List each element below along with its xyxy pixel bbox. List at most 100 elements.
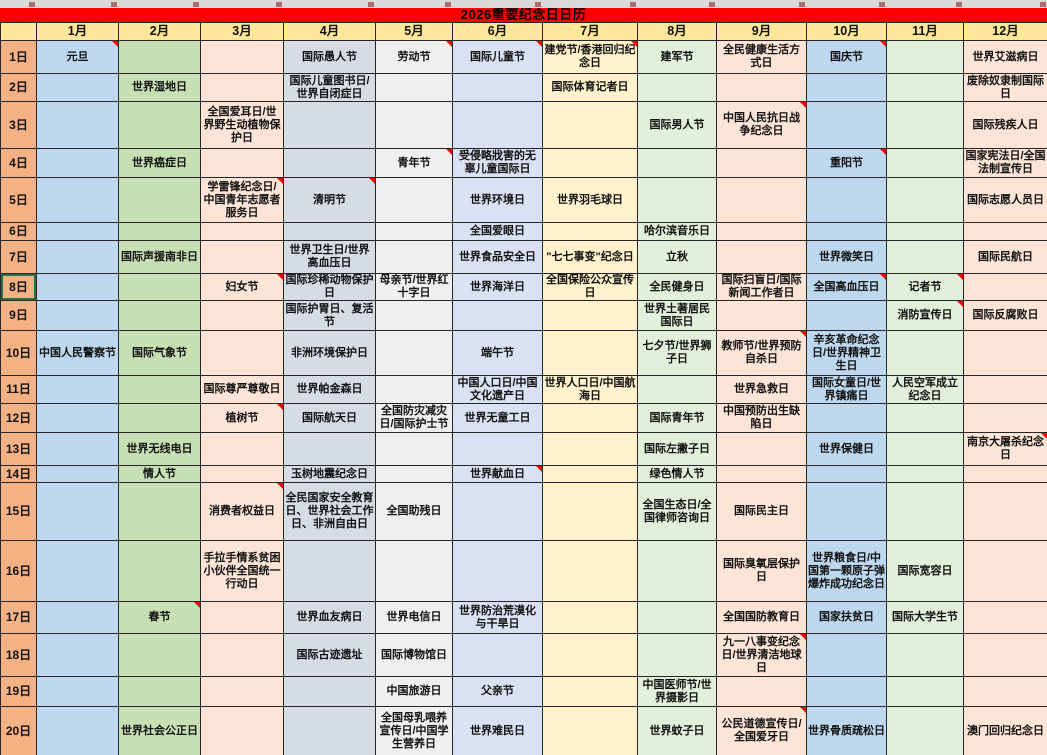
- cell-m1-d16[interactable]: [36, 540, 119, 602]
- cell-m2-d20[interactable]: 世界社会公正日: [118, 706, 201, 755]
- cell-m9-d20[interactable]: 公民道德宣传日/全国爱牙日: [716, 706, 807, 755]
- cell-m4-d9[interactable]: 国际护胃日、复活节: [283, 300, 376, 331]
- cell-m9-d10[interactable]: 教师节/世界预防自杀日: [716, 330, 807, 376]
- cell-m8-d18[interactable]: [637, 633, 717, 677]
- cell-m4-d18[interactable]: 国际古迹遗址: [283, 633, 376, 677]
- cell-m1-d1[interactable]: 元旦: [36, 40, 119, 74]
- cell-m4-d11[interactable]: 世界帕金森日: [283, 375, 376, 404]
- cell-m11-d20[interactable]: [886, 706, 964, 755]
- cell-m3-d19[interactable]: [200, 676, 284, 707]
- cell-m11-d14[interactable]: [886, 465, 964, 483]
- cell-m9-d18[interactable]: 九一八事变纪念日/世界清洁地球日: [716, 633, 807, 677]
- month-header-11[interactable]: 11月: [886, 22, 964, 41]
- cell-m12-d18[interactable]: [963, 633, 1047, 677]
- cell-m3-d16[interactable]: 手拉手情系贫困小伙伴全国统一行动日: [200, 540, 284, 602]
- day-label-16[interactable]: 16日: [0, 540, 37, 602]
- cell-m12-d3[interactable]: 国际残疾人日: [963, 101, 1047, 149]
- cell-m12-d5[interactable]: 国际志愿人员日: [963, 177, 1047, 223]
- cell-m2-d17[interactable]: 春节: [118, 601, 201, 634]
- cell-m7-d10[interactable]: [542, 330, 638, 376]
- cell-m12-d11[interactable]: [963, 375, 1047, 404]
- cell-m12-d10[interactable]: [963, 330, 1047, 376]
- cell-m8-d9[interactable]: 世界土著居民国际日: [637, 300, 717, 331]
- month-header-5[interactable]: 5月: [375, 22, 453, 41]
- cell-m6-d16[interactable]: [452, 540, 543, 602]
- cell-m3-d17[interactable]: [200, 601, 284, 634]
- cell-m2-d19[interactable]: [118, 676, 201, 707]
- cell-m10-d9[interactable]: [806, 300, 887, 331]
- cell-m5-d8[interactable]: 母亲节/世界红十字日: [375, 273, 453, 301]
- cell-m5-d7[interactable]: [375, 240, 453, 274]
- cell-m3-d10[interactable]: [200, 330, 284, 376]
- cell-m3-d1[interactable]: [200, 40, 284, 74]
- cell-m9-d14[interactable]: [716, 465, 807, 483]
- month-header-1[interactable]: 1月: [36, 22, 119, 41]
- cell-m5-d1[interactable]: 劳动节: [375, 40, 453, 74]
- day-label-2[interactable]: 2日: [0, 73, 37, 102]
- cell-m10-d7[interactable]: 世界微笑日: [806, 240, 887, 274]
- cell-m1-d9[interactable]: [36, 300, 119, 331]
- cell-m7-d6[interactable]: [542, 222, 638, 241]
- cell-m11-d6[interactable]: [886, 222, 964, 241]
- day-label-5[interactable]: 5日: [0, 177, 37, 223]
- cell-m11-d19[interactable]: [886, 676, 964, 707]
- day-label-11[interactable]: 11日: [0, 375, 37, 404]
- cell-m1-d4[interactable]: [36, 148, 119, 178]
- month-header-3[interactable]: 3月: [200, 22, 284, 41]
- cell-m7-d14[interactable]: [542, 465, 638, 483]
- cell-m6-d12[interactable]: 世界无童工日: [452, 403, 543, 433]
- cell-m7-d13[interactable]: [542, 432, 638, 466]
- header-corner-cell[interactable]: [0, 22, 37, 41]
- cell-m11-d3[interactable]: [886, 101, 964, 149]
- cell-m7-d1[interactable]: 建党节/香港回归纪念日: [542, 40, 638, 74]
- cell-m10-d18[interactable]: [806, 633, 887, 677]
- cell-m6-d20[interactable]: 世界难民日: [452, 706, 543, 755]
- cell-m4-d14[interactable]: 玉树地震纪念日: [283, 465, 376, 483]
- cell-m8-d3[interactable]: 国际男人节: [637, 101, 717, 149]
- cell-m4-d3[interactable]: [283, 101, 376, 149]
- cell-m10-d8[interactable]: 全国高血压日: [806, 273, 887, 301]
- cell-m8-d13[interactable]: 国际左撇子日: [637, 432, 717, 466]
- cell-m1-d17[interactable]: [36, 601, 119, 634]
- cell-m12-d4[interactable]: 国家宪法日/全国法制宣传日: [963, 148, 1047, 178]
- month-header-6[interactable]: 6月: [452, 22, 543, 41]
- cell-m2-d6[interactable]: [118, 222, 201, 241]
- cell-m5-d9[interactable]: [375, 300, 453, 331]
- cell-m8-d4[interactable]: [637, 148, 717, 178]
- cell-m11-d13[interactable]: [886, 432, 964, 466]
- cell-m8-d1[interactable]: 建军节: [637, 40, 717, 74]
- cell-m9-d1[interactable]: 全民健康生活方式日: [716, 40, 807, 74]
- cell-m4-d1[interactable]: 国际愚人节: [283, 40, 376, 74]
- cell-m5-d14[interactable]: [375, 465, 453, 483]
- day-label-7[interactable]: 7日: [0, 240, 37, 274]
- cell-m10-d4[interactable]: 重阳节: [806, 148, 887, 178]
- cell-m6-d15[interactable]: [452, 482, 543, 541]
- cell-m2-d4[interactable]: 世界癌症日: [118, 148, 201, 178]
- cell-m7-d8[interactable]: 全国保险公众宣传日: [542, 273, 638, 301]
- cell-m11-d17[interactable]: 国际大学生节: [886, 601, 964, 634]
- cell-m1-d12[interactable]: [36, 403, 119, 433]
- cell-m5-d4[interactable]: 青年节: [375, 148, 453, 178]
- cell-m9-d3[interactable]: 中国人民抗日战争纪念日: [716, 101, 807, 149]
- cell-m3-d18[interactable]: [200, 633, 284, 677]
- cell-m5-d3[interactable]: [375, 101, 453, 149]
- cell-m6-d6[interactable]: 全国爱眼日: [452, 222, 543, 241]
- cell-m11-d18[interactable]: [886, 633, 964, 677]
- cell-m7-d16[interactable]: [542, 540, 638, 602]
- cell-m9-d5[interactable]: [716, 177, 807, 223]
- cell-m5-d13[interactable]: [375, 432, 453, 466]
- cell-m6-d9[interactable]: [452, 300, 543, 331]
- day-label-3[interactable]: 3日: [0, 101, 37, 149]
- cell-m1-d8[interactable]: [36, 273, 119, 301]
- cell-m7-d18[interactable]: [542, 633, 638, 677]
- cell-m3-d8[interactable]: 妇女节: [200, 273, 284, 301]
- day-label-10[interactable]: 10日: [0, 330, 37, 376]
- cell-m1-d3[interactable]: [36, 101, 119, 149]
- cell-m8-d17[interactable]: [637, 601, 717, 634]
- month-header-12[interactable]: 12月: [963, 22, 1047, 41]
- cell-m10-d6[interactable]: [806, 222, 887, 241]
- cell-m11-d8[interactable]: 记者节: [886, 273, 964, 301]
- cell-m3-d9[interactable]: [200, 300, 284, 331]
- calendar-title-bar[interactable]: 2026重要纪念日日历: [0, 8, 1047, 22]
- cell-m3-d4[interactable]: [200, 148, 284, 178]
